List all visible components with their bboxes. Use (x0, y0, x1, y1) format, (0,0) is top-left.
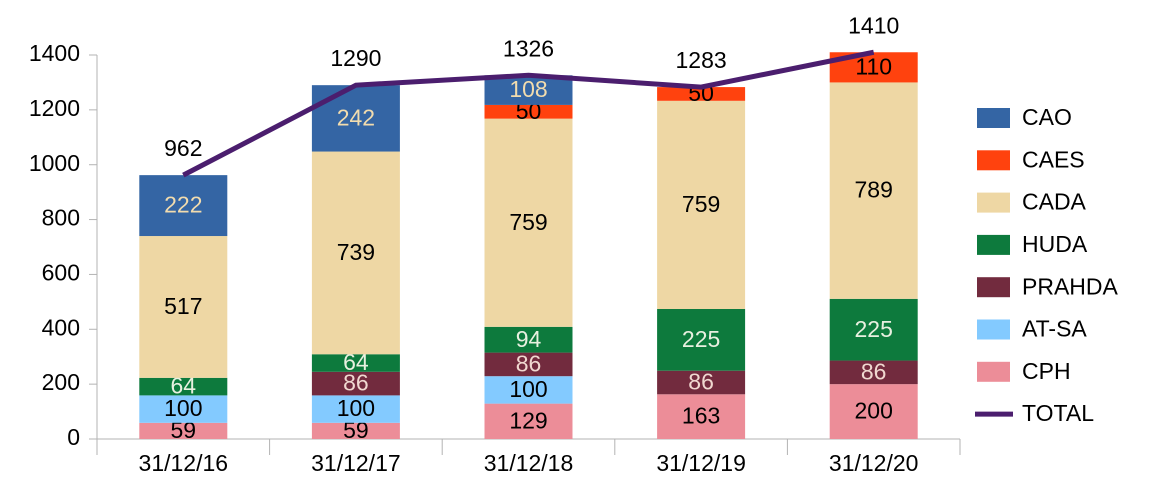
data-label: 200 (855, 398, 893, 424)
data-label: 100 (509, 376, 547, 402)
bar-segment (311, 354, 400, 372)
x-tick-label: 31/12/20 (829, 450, 919, 476)
bar-segment (829, 298, 918, 361)
data-label: 86 (343, 370, 369, 396)
legend-label: HUDA (1022, 231, 1088, 257)
legend-swatch (977, 361, 1010, 382)
data-label: 759 (509, 209, 547, 235)
bar-segment (139, 377, 228, 396)
data-label: 86 (688, 369, 714, 395)
y-tick-label: 200 (42, 369, 80, 395)
bar-segment (484, 104, 573, 119)
bar-segment (484, 376, 573, 404)
bar-segment (829, 360, 918, 385)
legend-swatch (977, 319, 1010, 340)
data-label: 100 (164, 395, 202, 421)
data-label: 1410 (848, 12, 899, 38)
x-tick-label: 31/12/16 (139, 450, 229, 476)
data-label: 962 (164, 135, 202, 161)
data-label: 163 (682, 403, 720, 429)
data-label: 110 (855, 53, 892, 79)
legend-swatch (977, 234, 1010, 255)
data-label: 1290 (330, 45, 381, 71)
legend-label: CPH (1022, 358, 1071, 384)
data-label: 517 (164, 293, 202, 319)
legend-label: CAES (1022, 146, 1085, 172)
bar-segment (484, 118, 573, 327)
bar-segment (829, 82, 918, 299)
legend-swatch (977, 192, 1010, 213)
data-label: 86 (861, 358, 887, 384)
bar-segment (139, 422, 228, 439)
y-tick-label: 600 (42, 260, 80, 286)
legend-swatch (977, 108, 1010, 128)
data-label: 739 (337, 239, 375, 265)
y-tick-label: 1000 (29, 150, 80, 176)
bar-segment (311, 85, 400, 152)
bar-segment (484, 403, 573, 439)
legend-label: CAO (1022, 104, 1072, 130)
bar-segment (311, 395, 400, 423)
bar-segment (657, 394, 746, 439)
bar-segment (139, 175, 228, 237)
x-tick-label: 31/12/17 (311, 450, 401, 476)
data-label: 94 (516, 326, 542, 352)
bar-segment (829, 384, 918, 439)
bar-segment (139, 236, 228, 378)
line (182, 49, 875, 178)
bar-segment (657, 308, 746, 371)
y-tick-label: 1400 (29, 40, 80, 66)
data-label: 100 (337, 395, 375, 421)
data-label: 129 (509, 407, 547, 433)
legend-label: TOTAL (1022, 400, 1094, 426)
data-label: 108 (509, 76, 547, 102)
x-tick-label: 31/12/19 (656, 450, 746, 476)
legend-label: PRAHDA (1022, 273, 1119, 299)
data-label: 222 (164, 192, 202, 218)
data-label: 225 (682, 326, 720, 352)
bar-segment (484, 326, 573, 353)
bar-segment (657, 87, 746, 101)
bar-segment (311, 422, 400, 439)
legend-swatch (977, 150, 1010, 171)
data-label: 1283 (676, 47, 727, 73)
y-tick-label: 400 (42, 314, 80, 340)
bar-segment (311, 151, 400, 355)
data-label: 759 (682, 191, 720, 217)
y-tick-label: 1200 (29, 95, 80, 121)
bar-segment (484, 352, 573, 377)
bar-segment (139, 395, 228, 423)
data-label: 86 (516, 350, 542, 376)
legend-swatch (977, 277, 1010, 298)
legend-label: CADA (1022, 189, 1087, 215)
data-label: 225 (855, 316, 893, 342)
bar-segment (657, 370, 746, 395)
data-label: 1326 (503, 35, 554, 61)
y-tick-label: 0 (67, 424, 80, 450)
y-tick-label: 800 (42, 205, 80, 231)
bar-segment (484, 75, 573, 105)
bar-segment (311, 371, 400, 396)
legend-label: AT-SA (1022, 316, 1087, 342)
data-label: 242 (337, 104, 375, 130)
x-tick-label: 31/12/18 (484, 450, 574, 476)
bar-segment (657, 100, 746, 309)
data-label: 789 (855, 177, 893, 203)
